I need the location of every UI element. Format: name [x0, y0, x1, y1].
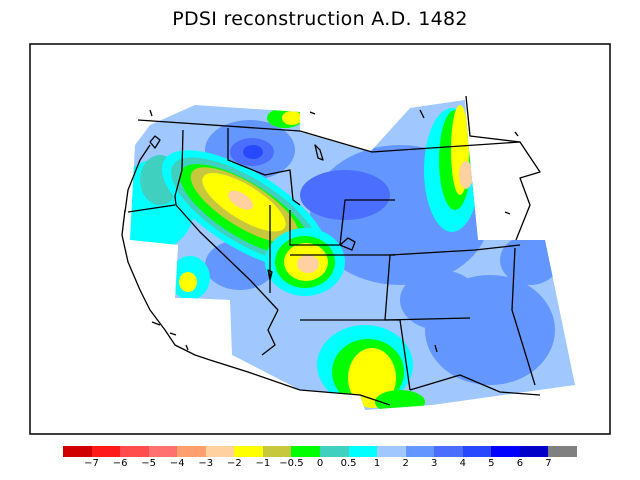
no-data-montana-gap	[300, 108, 410, 152]
plains-border	[389, 244, 521, 256]
colorado-south-border	[300, 317, 471, 321]
no-data-mexico	[232, 355, 365, 420]
arizona-mexico-border	[209, 359, 391, 406]
wet-region-colorado	[400, 270, 480, 330]
idaho-montana-border	[227, 128, 301, 206]
texas-border	[409, 374, 541, 396]
no-data-california	[128, 240, 232, 355]
dry-spot-montana-peach	[459, 161, 473, 189]
dry-spot-panhandle-yellow	[282, 111, 302, 125]
map-title: PDSI reconstruction A.D. 1482	[172, 8, 468, 30]
wet-region-east	[500, 235, 560, 285]
dry-spot-sierra-yellow	[179, 272, 197, 292]
california-coast	[121, 209, 211, 361]
canada-lake-2	[309, 111, 316, 115]
nevada-california-border	[174, 195, 279, 311]
channel-islands-1	[151, 321, 161, 326]
great-salt-lake	[339, 237, 356, 251]
new-mexico-east-border	[511, 247, 536, 386]
oregon-coast	[124, 144, 151, 213]
flathead-lake	[314, 144, 324, 161]
puget-sound	[149, 135, 161, 149]
arizona-west-border	[261, 309, 279, 356]
channel-islands-3	[185, 344, 189, 351]
canada-lake-1	[149, 109, 153, 117]
oregon-california-border	[127, 204, 176, 213]
us-canada-border	[137, 119, 521, 153]
nm-lake-1	[434, 344, 438, 353]
canada-border-east	[465, 95, 541, 241]
oregon-idaho-border	[174, 129, 184, 197]
wet-peak-idaho	[243, 145, 263, 159]
lake-tahoe	[267, 269, 273, 281]
dakota-lake-1	[504, 211, 511, 215]
canada-lake-3	[419, 109, 425, 119]
pdsi-field	[130, 100, 575, 410]
dakota-lake-2	[514, 131, 519, 137]
wet-region-wyoming	[300, 170, 390, 220]
dry-band-peach	[228, 190, 253, 210]
channel-islands-2	[169, 332, 177, 336]
dry-spot-utah-peach	[297, 255, 319, 273]
state-boundaries	[121, 95, 541, 406]
